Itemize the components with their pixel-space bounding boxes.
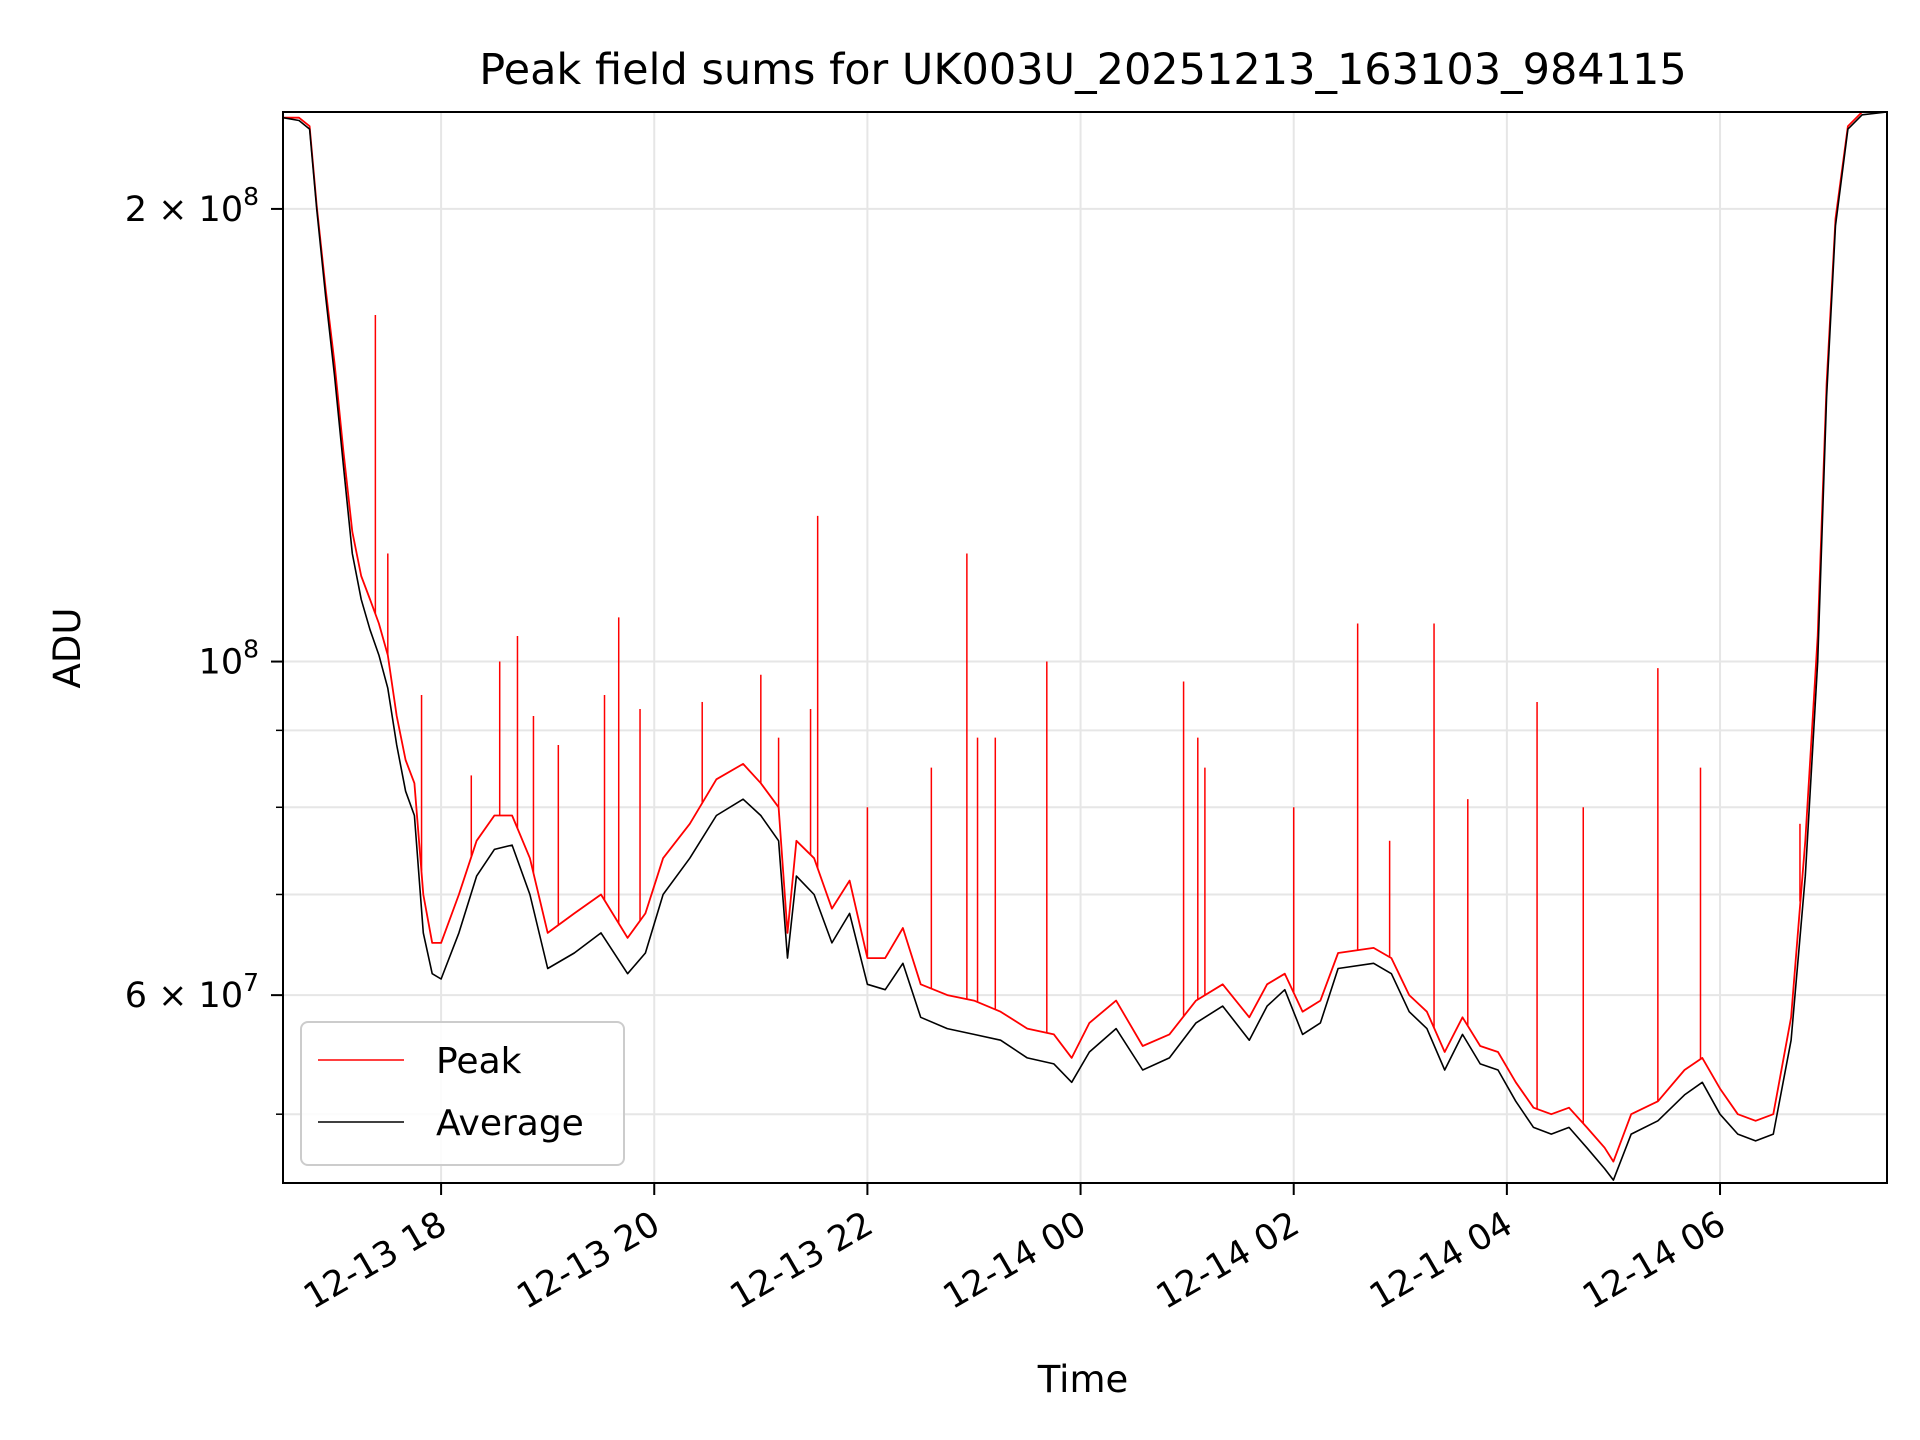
x-axis-label: Time xyxy=(1037,1358,1129,1401)
legend-label-average: Average xyxy=(436,1103,584,1144)
y-axis-label: ADU xyxy=(46,608,89,689)
y-axis: 108 2 × 108 6 × 107 xyxy=(125,182,283,1115)
y-tick-label: 2 × 108 xyxy=(125,182,259,230)
series-layer xyxy=(283,112,1887,1181)
legend-label-peak: Peak xyxy=(436,1041,522,1082)
legend-box xyxy=(300,1021,625,1166)
chart-title: Peak field sums for UK003U_20251213_1631… xyxy=(479,45,1687,95)
y-tick-label: 6 × 107 xyxy=(125,968,259,1016)
y-tick-label: 108 xyxy=(199,635,259,683)
plot-frame xyxy=(282,111,1888,1184)
legend: Peak Average xyxy=(300,1021,625,1166)
series-line-average xyxy=(283,112,1887,1181)
series-line-peak xyxy=(283,112,1887,1163)
